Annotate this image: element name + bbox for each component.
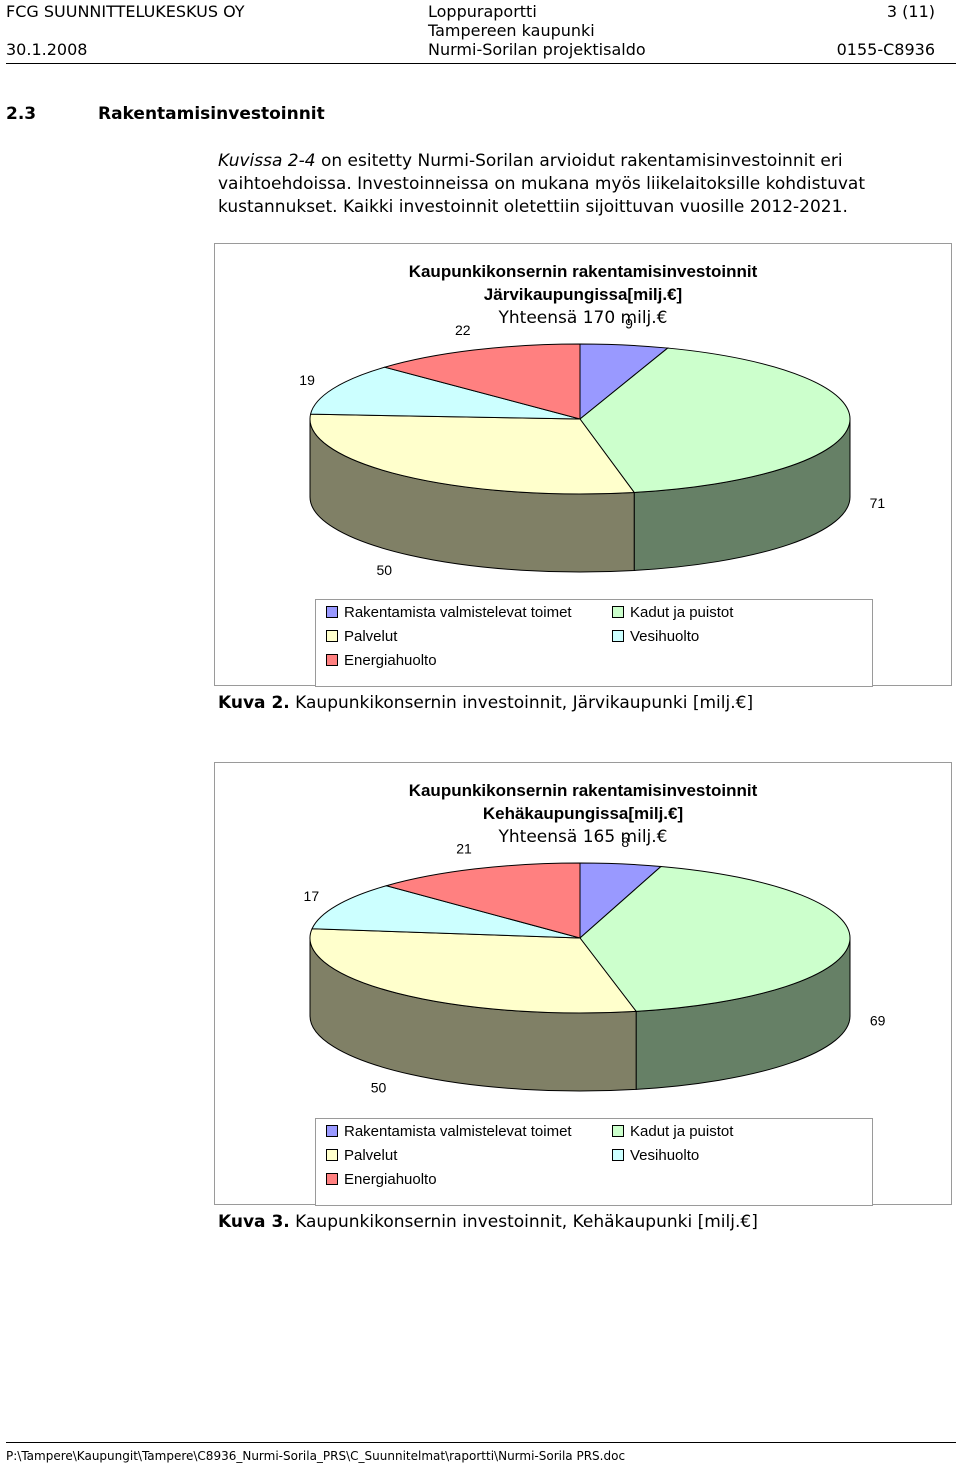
pie-data-label-0: 9 [625,315,633,331]
chart-title-line-1: Kaupunkikonsernin rakentamisinvestoinnit [408,262,758,281]
header-divider [6,63,956,64]
legend-swatch [326,1149,338,1162]
legend-item-kadut: Kadut ja puistot [612,1123,733,1140]
chart-kehakaupunki: Kaupunkikonsernin rakentamisinvestoinnit… [214,762,952,1206]
figure-caption-2: Kuva 2. Kaupunkikonsernin investoinnit, … [218,693,754,713]
client-name: Tampereen kaupunki [428,21,595,40]
pie-data-label-3: 19 [299,372,315,388]
pie-slice-2 [309,413,636,495]
pie-slice-2 [309,928,638,1014]
report-date: 30.1.2008 [6,40,88,59]
pie-data-label-2: 50 [376,562,392,578]
legend-swatch [612,630,624,643]
paragraph-line-1: Kuvissa 2-4 on esitetty Nurmi-Sorilan ar… [218,151,843,171]
pie-slice-4 [384,862,581,939]
legend-swatch [326,606,338,619]
chart-legend: Rakentamista valmistelevat toimet Kadut … [315,1118,873,1206]
pie-chart: 8 69 50 17 21 [304,834,886,1095]
pie-slice-4 [382,343,581,420]
chart-total: Yhteensä 170 milj.€ [498,308,668,328]
project-name: Nurmi-Sorilan projektisaldo [428,40,646,59]
paragraph-line-3: kustannukset. Kaikki investoinnit oletet… [218,197,848,217]
legend-item-kadut: Kadut ja puistot [612,604,733,621]
project-code: 0155-C8936 [836,40,935,59]
section-number: 2.3 [6,104,37,124]
chart-title-line-2: Järvikaupungissa[milj.€] [483,285,683,304]
legend-item-rakentamista: Rakentamista valmistelevat toimet [326,1123,572,1140]
chart-jarvikaupunki: Kaupunkikonsernin rakentamisinvestoinnit… [214,243,952,687]
pie-data-label-3: 17 [304,888,320,904]
legend-swatch [612,1149,624,1162]
legend-item-energiahuolto: Energiahuolto [326,652,437,669]
chart-title-line-2: Kehäkaupungissa[milj.€] [482,804,684,823]
pie-data-label-1: 69 [870,1013,886,1029]
pie-data-label-0: 8 [621,834,629,850]
legend-swatch [612,1125,624,1138]
company-name: FCG SUUNNITTELUKESKUS OY [6,2,245,21]
chart-total: Yhteensä 165 milj.€ [498,827,668,847]
pie-slice-1 [579,347,851,493]
pie-data-label-4: 22 [455,322,471,338]
legend-swatch [326,1173,338,1186]
legend-swatch [612,606,624,619]
figure-caption-3: Kuva 3. Kaupunkikonsernin investoinnit, … [218,1212,758,1232]
legend-item-rakentamista: Rakentamista valmistelevat toimet [326,604,572,621]
pie-slice-3 [309,366,581,420]
legend-item-energiahuolto: Energiahuolto [326,1171,437,1188]
pie-chart: 9 71 50 19 22 [299,315,886,578]
chart-title-line-1: Kaupunkikonsernin rakentamisinvestoinnit [408,781,758,800]
footer-file-path: P:\Tampere\Kaupungit\Tampere\C8936_Nurmi… [6,1449,626,1463]
document-type: Loppuraportti [428,2,537,21]
paragraph-line-2: vaihtoehdoissa. Investoinneissa on mukan… [218,174,866,194]
legend-item-vesihuolto: Vesihuolto [612,628,699,645]
legend-swatch [326,1125,338,1138]
legend-item-palvelut: Palvelut [326,628,397,645]
pie-slice-1 [579,865,851,1012]
pie-data-label-1: 71 [870,495,886,511]
chart-legend: Rakentamista valmistelevat toimet Kadut … [315,599,873,687]
legend-swatch [326,654,338,667]
section-title: Rakentamisinvestoinnit [98,104,325,124]
pie-data-label-4: 21 [456,841,472,857]
figure-reference: Kuvissa 2-4 [218,151,316,171]
footer-divider [6,1442,956,1443]
legend-item-vesihuolto: Vesihuolto [612,1147,699,1164]
legend-swatch [326,630,338,643]
pie-slice-3 [311,885,581,939]
pie-data-label-2: 50 [371,1079,387,1095]
page-number: 3 (11) [886,2,935,21]
legend-item-palvelut: Palvelut [326,1147,397,1164]
